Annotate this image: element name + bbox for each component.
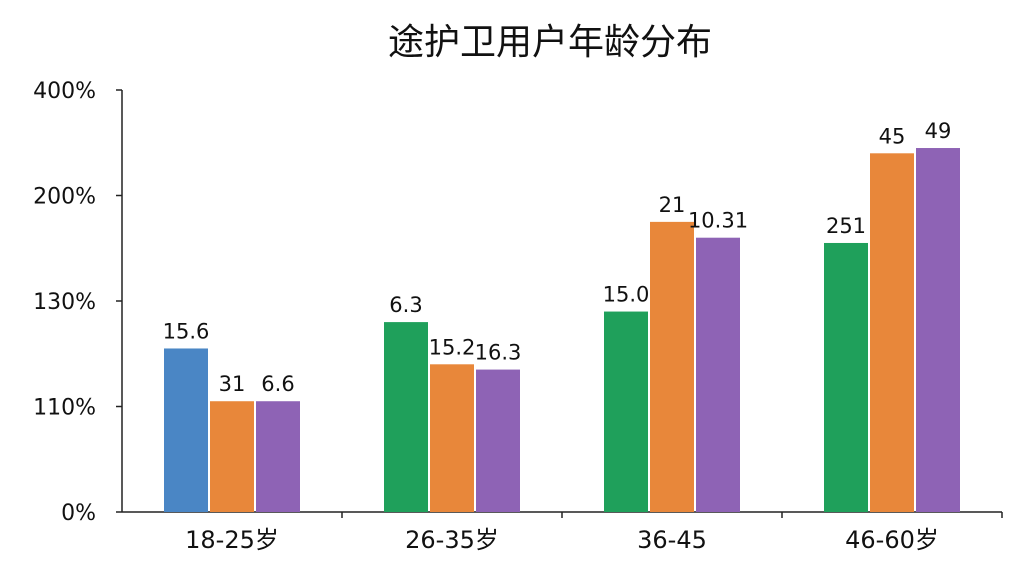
bar <box>824 242 868 512</box>
data-label: 21 <box>659 193 686 217</box>
data-label: 45 <box>879 124 906 148</box>
data-label: 31 <box>219 372 246 396</box>
y-tick-label: 400% <box>33 79 96 104</box>
x-tick-label: 46-60岁 <box>845 526 939 554</box>
y-axis-ticks: 0% 110% 130% 200% 400% <box>33 79 122 526</box>
bar <box>696 237 740 512</box>
bars <box>164 148 960 513</box>
bar <box>256 401 300 512</box>
data-label: 6.6 <box>261 372 294 396</box>
bar <box>430 364 474 512</box>
bar <box>870 153 914 513</box>
bar <box>650 221 694 512</box>
y-tick-label: 200% <box>33 185 96 210</box>
bar <box>916 148 960 512</box>
x-tick-label: 18-25岁 <box>185 526 279 554</box>
x-tick-label: 26-35岁 <box>405 526 499 554</box>
data-label: 15.6 <box>163 319 210 343</box>
bar <box>164 348 208 512</box>
y-tick-label: 130% <box>33 290 96 315</box>
data-label: 6.3 <box>389 293 422 317</box>
data-label: 15.2 <box>429 335 476 359</box>
data-label: 15.0 <box>603 283 650 307</box>
data-label: 49 <box>925 119 952 143</box>
bar <box>604 311 648 512</box>
data-label: 16.3 <box>475 341 522 365</box>
bar <box>210 401 254 512</box>
bar <box>384 322 428 512</box>
x-tick-label: 36-45 <box>637 526 707 554</box>
data-label: 251 <box>826 214 866 238</box>
y-tick-label: 0% <box>61 501 96 526</box>
data-label: 10.31 <box>688 209 748 233</box>
chart-title: 途护卫用户年龄分布 <box>388 22 712 63</box>
y-tick-label: 110% <box>33 396 96 421</box>
x-axis-ticks: 18-25岁 26-35岁 36-45 46-60岁 <box>185 512 1003 554</box>
bar <box>476 369 520 512</box>
